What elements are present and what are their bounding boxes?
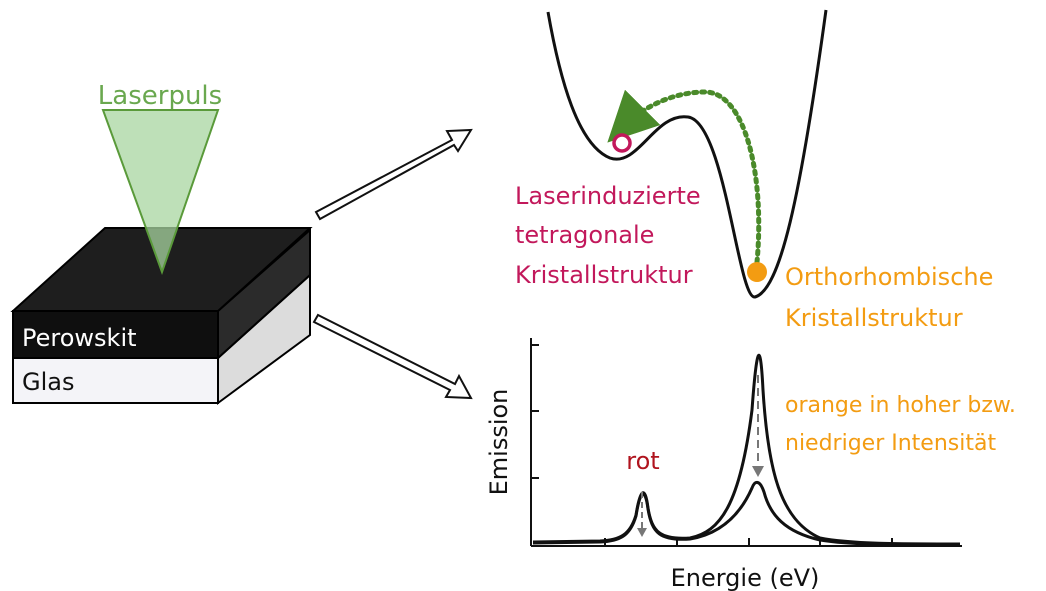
y-axis-label: Emission bbox=[485, 389, 513, 496]
red-peak-label: rot bbox=[626, 447, 659, 475]
tetragonal-state-marker bbox=[612, 133, 632, 153]
arrow-to-emission-spectrum bbox=[312, 313, 473, 400]
orthorhombic-state-marker bbox=[747, 262, 767, 282]
orange-intensity-label-line2: niedriger Intensität bbox=[785, 431, 996, 456]
energy-landscape-curve bbox=[546, 9, 828, 299]
orthorhombic-label-line1: Orthorhombische bbox=[785, 263, 993, 291]
laser-label: Laserpuls bbox=[98, 81, 222, 111]
tetragonal-label-line1: Laserinduzierte bbox=[515, 182, 701, 210]
x-axis-label: Energie (eV) bbox=[671, 564, 820, 591]
glass-layer bbox=[12, 357, 219, 404]
orange-intensity-label-line1: orange in hoher bzw. bbox=[785, 393, 1016, 418]
perovskite-layer bbox=[12, 310, 219, 359]
phase-transition-arrow bbox=[607, 89, 762, 265]
arrow-to-energy-landscape bbox=[314, 128, 473, 221]
laser-beam bbox=[101, 109, 220, 275]
tetragonal-label-line3: Kristallstruktur bbox=[515, 261, 693, 289]
perovskite-label: Perowskit bbox=[22, 324, 137, 352]
glass-label: Glas bbox=[22, 368, 74, 396]
orthorhombic-label-line2: Kristallstruktur bbox=[785, 304, 963, 332]
tetragonal-label-line2: tetragonale bbox=[515, 221, 654, 249]
low-intensity-spectrum bbox=[532, 481, 961, 547]
